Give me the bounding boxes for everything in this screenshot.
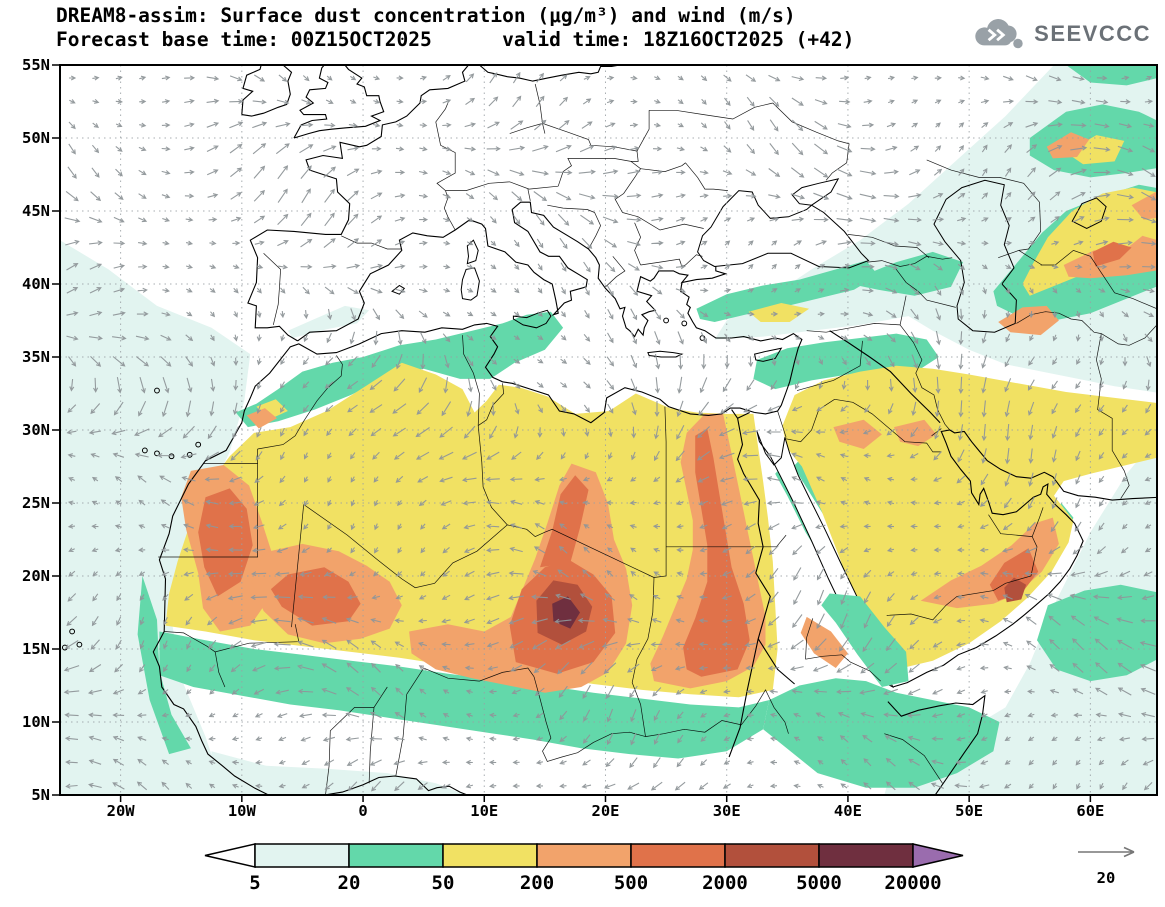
dust-concentration-layer: [60, 65, 1157, 795]
svg-text:10W: 10W: [228, 802, 257, 820]
seevccc-cloud-icon: [975, 19, 1023, 49]
svg-text:200: 200: [520, 872, 554, 894]
svg-text:35N: 35N: [22, 348, 50, 366]
seevccc-logo: SEEVCCC: [970, 16, 1151, 52]
wind-reference-value: 20: [1097, 869, 1116, 887]
svg-text:50: 50: [432, 872, 455, 894]
svg-text:20W: 20W: [107, 802, 136, 820]
sea-layer: [697, 178, 1107, 689]
colorbar-legend: 5 20 50 200 500 2000 5000 20000: [204, 843, 964, 894]
wind-arrow-layer: [63, 71, 1157, 792]
svg-text:40E: 40E: [834, 802, 862, 820]
svg-text:2000: 2000: [702, 872, 748, 894]
svg-text:5: 5: [249, 872, 260, 894]
svg-text:20E: 20E: [591, 802, 619, 820]
seevccc-logo-text: SEEVCCC: [1034, 21, 1151, 46]
svg-text:15N: 15N: [22, 640, 50, 658]
wind-reference-arrow-icon: [1078, 846, 1135, 858]
svg-text:10E: 10E: [470, 802, 498, 820]
svg-text:5N: 5N: [31, 786, 50, 804]
svg-text:20: 20: [338, 872, 361, 894]
svg-text:30N: 30N: [22, 421, 50, 439]
svg-text:60E: 60E: [1076, 802, 1104, 820]
svg-text:20000: 20000: [884, 872, 941, 894]
svg-text:20N: 20N: [22, 567, 50, 585]
svg-text:30E: 30E: [713, 802, 741, 820]
coastline-border-layer: [61, 65, 1157, 795]
svg-text:10N: 10N: [22, 713, 50, 731]
chart-title: DREAM8-assim: Surface dust concentration…: [56, 4, 796, 27]
svg-text:0: 0: [358, 802, 367, 820]
svg-text:500: 500: [614, 872, 648, 894]
svg-text:40N: 40N: [22, 275, 50, 293]
svg-text:55N: 55N: [22, 56, 50, 74]
svg-text:50N: 50N: [22, 129, 50, 147]
grid-layer: [60, 65, 1157, 795]
svg-text:5000: 5000: [796, 872, 842, 894]
svg-text:45N: 45N: [22, 202, 50, 220]
chart-subtitle: Forecast base time: 00Z15OCT2025 valid t…: [56, 28, 855, 51]
axis-labels: 20W 10W 0 10E 20E 30E 40E 50E 60E 5N 10N 15N 20N 25N 3…: [22, 56, 1104, 820]
wind-reference: 20: [1078, 846, 1135, 887]
svg-text:50E: 50E: [955, 802, 983, 820]
svg-text:25N: 25N: [22, 494, 50, 512]
